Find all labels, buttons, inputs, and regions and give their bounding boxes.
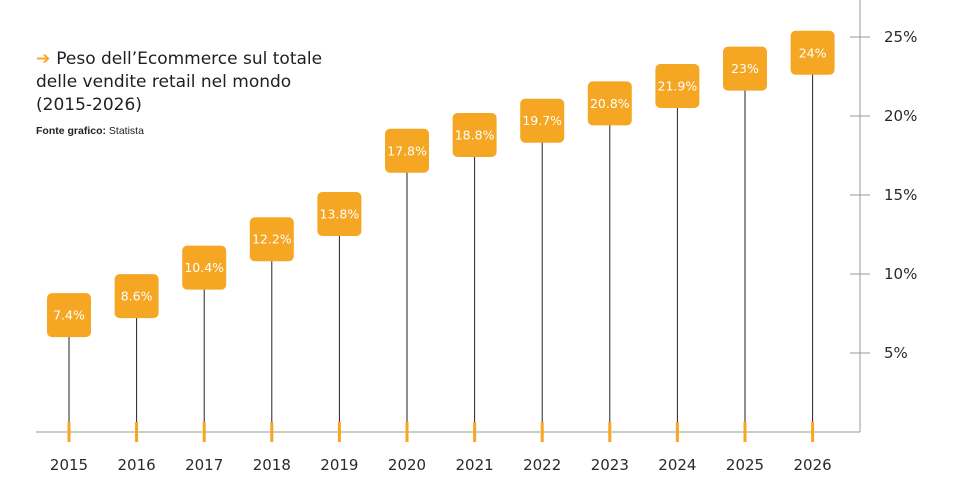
x-tick-label: 2019 — [320, 456, 358, 474]
data-label: 19.7% — [522, 113, 562, 128]
bar-bubble — [47, 293, 91, 338]
data-label: 12.2% — [252, 232, 292, 247]
y-tick-label: 25% — [884, 28, 917, 46]
x-tick-mark — [270, 422, 274, 442]
bar-bubble — [520, 98, 565, 143]
chart-title-line-2: delle vendite retail nel mondo — [36, 72, 292, 92]
x-tick-label: 2017 — [185, 456, 223, 474]
data-label: 21.9% — [658, 78, 698, 93]
x-tick-mark — [473, 422, 477, 442]
data-label: 8.6% — [121, 289, 153, 304]
data-label: 24% — [799, 45, 827, 60]
source-value: Statista — [108, 125, 144, 137]
bar-bubble — [385, 128, 429, 173]
x-tick-label: 2023 — [591, 456, 629, 474]
x-tick-label: 2021 — [456, 456, 494, 474]
y-tick-label: 10% — [884, 265, 917, 283]
x-tick-mark — [675, 422, 679, 442]
chart-title-line-3: (2015-2026) — [36, 95, 142, 115]
x-tick-mark — [135, 422, 139, 442]
x-tick-label: 2022 — [523, 456, 561, 474]
chart-title-line-1: ➔ Peso dell’Ecommerce sul totale — [36, 48, 396, 71]
data-label: 7.4% — [53, 308, 85, 323]
x-tick-mark — [405, 422, 409, 442]
bar-bubble — [182, 245, 227, 290]
data-label: 23% — [731, 61, 759, 76]
x-tick-label: 2018 — [253, 456, 291, 474]
x-tick-label: 2024 — [658, 456, 696, 474]
x-tick-label: 2015 — [50, 456, 88, 474]
x-tick-mark — [202, 422, 206, 442]
x-tick-mark — [540, 422, 544, 442]
data-label: 13.8% — [320, 206, 360, 221]
x-tick-mark — [811, 422, 815, 442]
data-label: 20.8% — [590, 96, 630, 111]
bar-bubble — [249, 217, 294, 262]
x-tick-mark — [337, 422, 341, 442]
bar-bubble — [655, 63, 700, 108]
x-tick-label: 2025 — [726, 456, 764, 474]
bar-bubble — [587, 81, 632, 126]
bar-bubble — [790, 30, 835, 75]
source-label: Fonte grafico: — [36, 125, 106, 137]
x-tick-label: 2026 — [794, 456, 832, 474]
bar-bubble — [452, 112, 497, 157]
bar-bubble — [317, 191, 362, 236]
chart-title-block: ➔ Peso dell’Ecommerce sul totale delle ve… — [36, 48, 396, 137]
x-tick-mark — [67, 422, 71, 442]
arrow-right-icon: ➔ — [36, 49, 51, 69]
data-label: 17.8% — [387, 143, 427, 158]
chart-source: Fonte grafico: Statista — [36, 125, 396, 137]
x-tick-mark — [608, 422, 612, 442]
bar-bubble — [723, 46, 767, 91]
x-tick-label: 2020 — [388, 456, 426, 474]
chart-title-text-1: Peso dell’Ecommerce sul totale — [56, 49, 323, 69]
x-tick-mark — [743, 422, 747, 442]
data-label: 18.8% — [455, 127, 495, 142]
bar-bubble — [114, 274, 159, 319]
y-tick-label: 15% — [884, 186, 917, 204]
y-tick-label: 20% — [884, 107, 917, 125]
data-label: 10.4% — [184, 260, 224, 275]
x-tick-label: 2016 — [118, 456, 156, 474]
y-tick-label: 5% — [884, 344, 908, 362]
